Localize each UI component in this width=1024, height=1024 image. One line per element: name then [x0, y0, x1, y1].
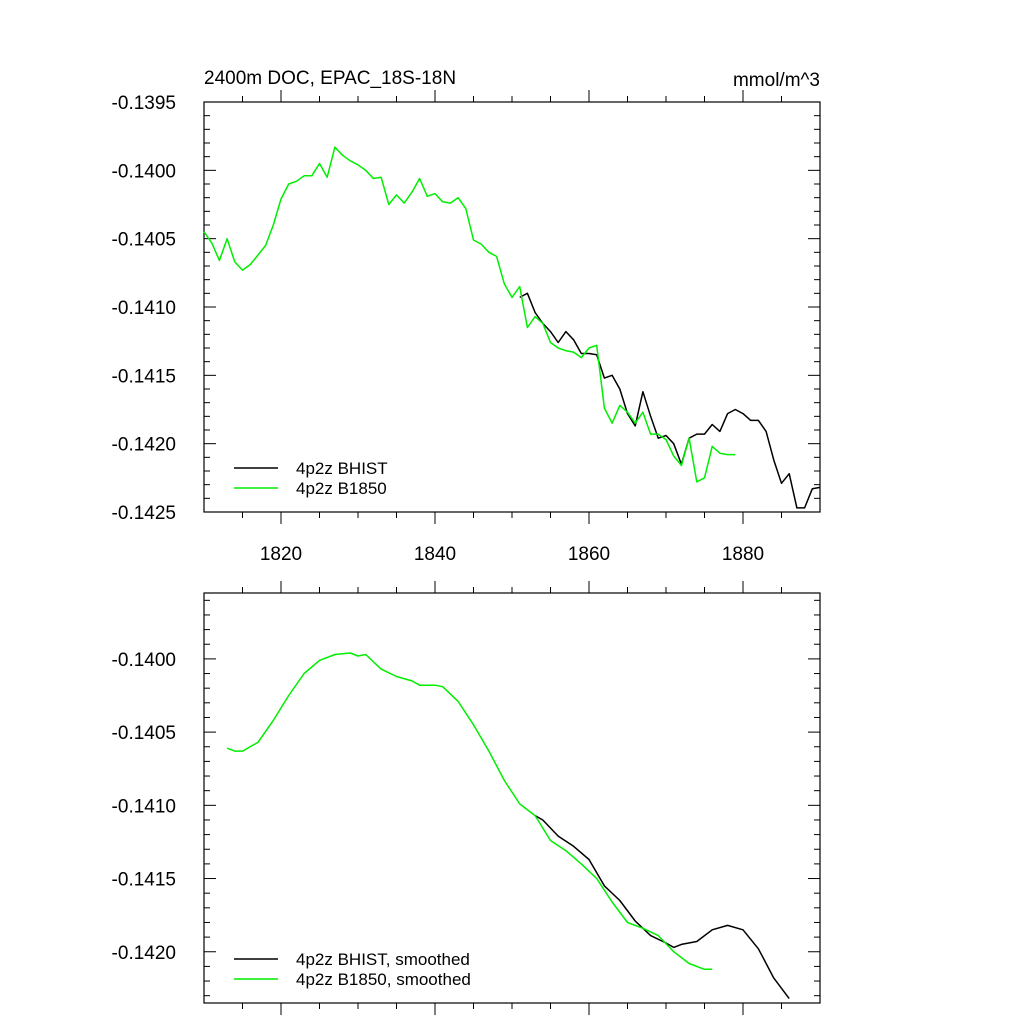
y-tick-label: -0.1420: [112, 943, 176, 964]
y-tick-label: -0.1410: [112, 796, 176, 817]
x-tick-label: 1860: [568, 544, 610, 565]
x-tick-label: 1840: [414, 544, 456, 565]
x-tick-label: 1880: [722, 544, 764, 565]
legend-label: 4p2z BHIST: [296, 459, 388, 478]
y-tick-label: -0.1400: [112, 650, 176, 671]
y-tick-label: -0.1410: [112, 298, 176, 319]
bottom-panel: -0.1400 -0.1405 -0.1410 -0.1415 -0.1420 4p2z …: [112, 581, 821, 1015]
x-tick-label: 1820: [260, 544, 302, 565]
units-label: mmol/m^3: [733, 70, 820, 91]
y-tick-label: -0.1415: [112, 366, 176, 387]
legend-label: 4p2z B1850, smoothed: [296, 970, 471, 989]
y-tick-label: -0.1400: [112, 161, 176, 182]
series-line-bhist: [534, 814, 790, 1000]
y-tick-label: -0.1425: [112, 503, 176, 524]
y-tick-label: -0.1415: [112, 870, 176, 891]
series-line-bhist: [519, 292, 821, 509]
plot-frame: [203, 592, 821, 1004]
y-tick-label: -0.1405: [112, 723, 176, 744]
plot-frame: [203, 101, 821, 513]
y-tick-label: -0.1405: [112, 230, 176, 251]
legend-label: 4p2z B1850: [296, 479, 387, 498]
series-line-b1850: [226, 652, 713, 971]
legend-label: 4p2z BHIST, smoothed: [296, 950, 470, 969]
series-line-b1850: [203, 146, 736, 483]
chart-title: 2400m DOC, EPAC_18S-18N: [204, 68, 456, 89]
y-tick-label: -0.1420: [112, 435, 176, 456]
y-tick-label: -0.1395: [112, 93, 176, 114]
top-panel: 2400m DOC, EPAC_18S-18N mmol/m^3 1820 184…: [112, 68, 821, 565]
